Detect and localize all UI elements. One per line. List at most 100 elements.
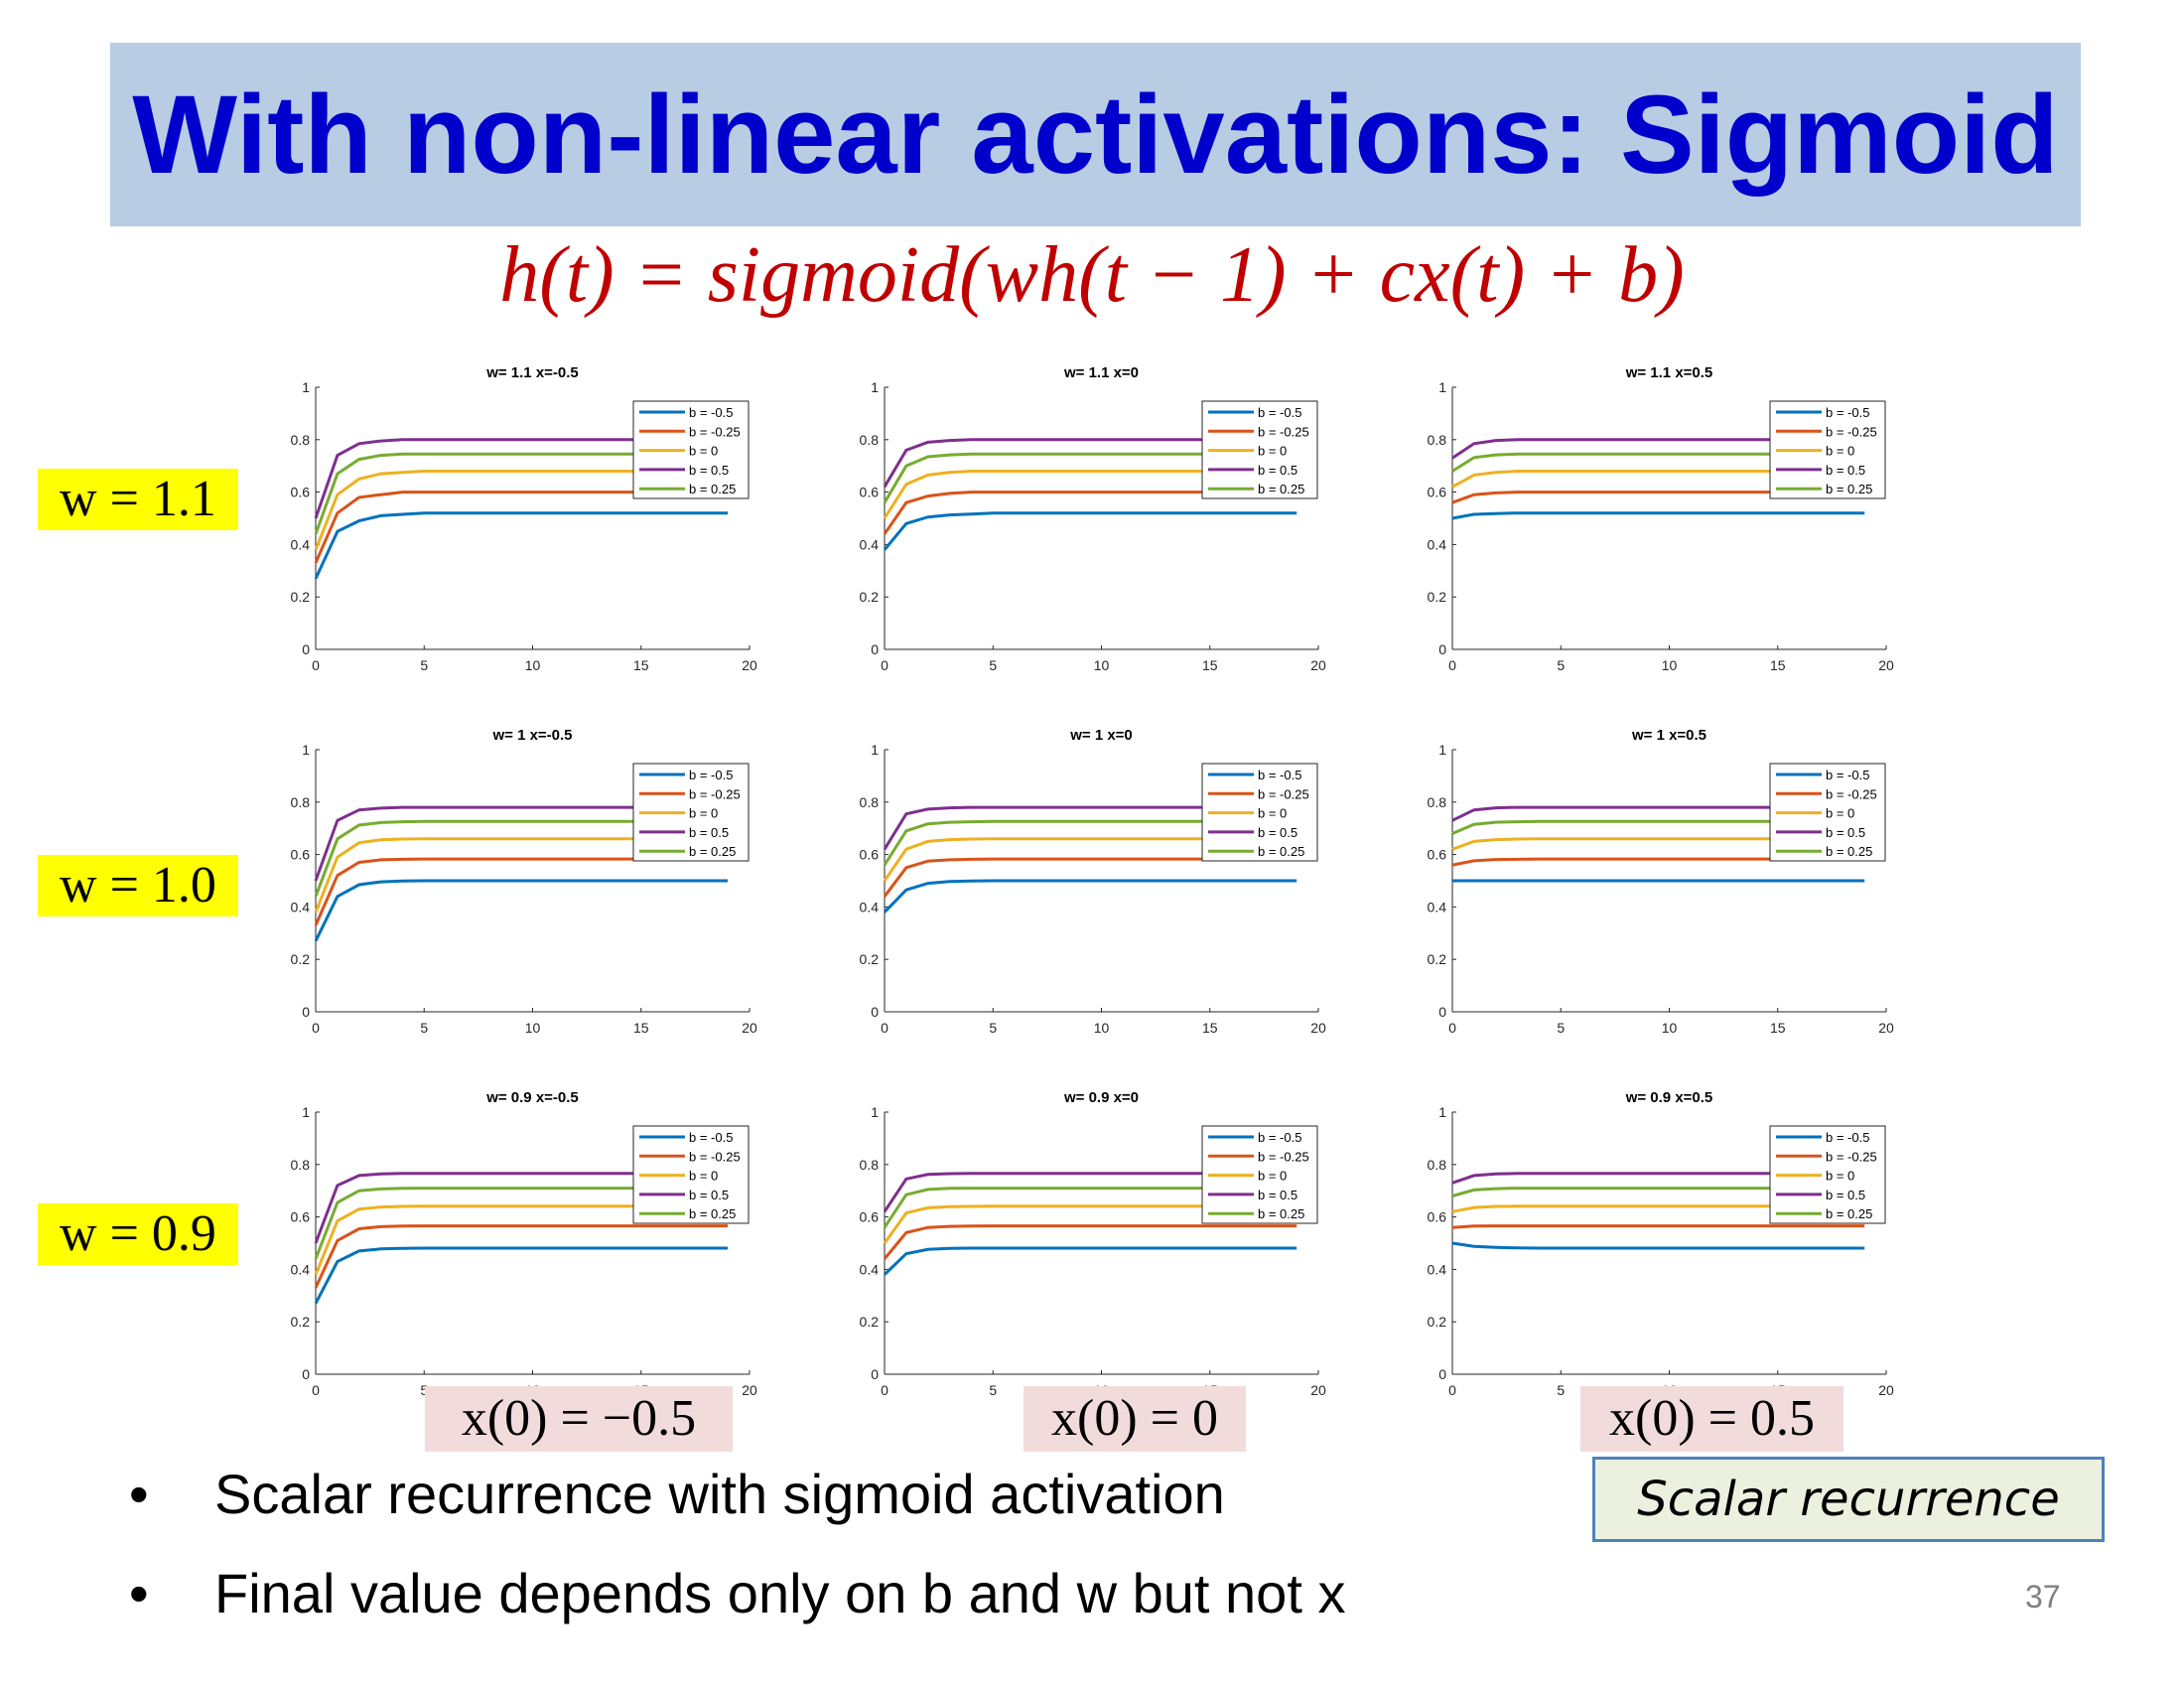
x-tick-label: 15 [1770,657,1786,673]
recurrence-equation: h(t) = sigmoid(wh(t − 1) + cx(t) + b) [499,231,1685,319]
w-label-0-9: w = 0.9 [38,1203,238,1265]
y-tick-label: 0.2 [1428,589,1447,605]
legend-label: b = 0.5 [689,825,729,840]
legend-label: b = 0.5 [1258,825,1297,840]
legend-label: b = 0.25 [689,1206,736,1221]
y-tick-label: 1 [871,742,879,758]
legend-label: b = 0 [689,444,718,459]
legend-label: b = 0 [1826,806,1854,821]
series-line [883,1246,1297,1276]
chart-title: w= 1 x=0.5 [1631,727,1706,744]
y-tick-label: 0.2 [860,589,880,605]
x-tick-label: 0 [881,657,888,673]
y-tick-label: 0.6 [291,485,311,500]
x-tick-label: 10 [525,1020,541,1036]
x-tick-label: 0 [1448,1020,1456,1036]
legend-label: b = 0 [1258,444,1287,459]
y-tick-label: 1 [302,1104,310,1120]
y-tick-label: 0.8 [860,432,880,448]
y-tick-label: 0 [871,1004,879,1020]
x-tick-label: 15 [633,657,649,673]
legend-label: b = 0.25 [1826,1206,1872,1221]
y-tick-label: 0.8 [291,1157,311,1173]
series-line [883,879,1297,914]
series-line [1451,511,1865,520]
y-tick-label: 0 [302,1004,310,1020]
legend-label: b = 0.5 [1258,463,1297,478]
chart-panel: w= 1.1 x=-0.5 0 5 10 15 20 0 0.2 0.4 0.6 0.8 1 b = -… [291,364,757,673]
legend-label: b = -0.25 [1258,424,1309,439]
y-tick-label: 0.2 [1428,1314,1447,1330]
legend-label: b = -0.5 [1258,1130,1301,1145]
y-tick-label: 0.6 [1428,485,1447,500]
chart-panel: w= 1.1 x=0.5 0 5 10 15 20 0 0.2 0.4 0.6 0.8 1 b = -0… [1428,364,1894,673]
y-tick-label: 0.2 [291,589,311,605]
y-tick-label: 0.6 [1428,847,1447,863]
y-tick-label: 0 [1438,1366,1446,1382]
legend-label: b = -0.5 [1258,405,1301,420]
legend-label: b = -0.25 [1258,1149,1309,1164]
x-tick-label: 5 [989,1382,997,1398]
legend-label: b = -0.25 [689,786,741,801]
bullet-dot: • [129,1463,149,1525]
chart-panel: w= 1.1 x=0 0 5 10 15 20 0 0.2 0.4 0.6 0.8 1 b = -0.5… [860,364,1326,673]
y-tick-label: 0.4 [291,536,311,552]
y-tick-label: 0.2 [860,1314,880,1330]
y-tick-label: 1 [871,379,879,395]
series-line [1451,1241,1865,1250]
y-tick-label: 1 [1438,742,1446,758]
y-tick-label: 0 [302,641,310,657]
legend-label: b = 0.5 [1258,1188,1297,1202]
legend-label: b = 0 [1258,1169,1287,1184]
y-tick-label: 0.8 [1428,1157,1447,1173]
x-tick-label: 20 [742,1382,757,1398]
y-tick-label: 0 [1438,641,1446,657]
y-tick-label: 0.4 [291,1261,311,1277]
chart-panel: w= 1 x=-0.5 0 5 10 15 20 0 0.2 0.4 0.6 0.8 1 b = -0.… [291,727,757,1036]
x-tick-label: 5 [1557,1020,1565,1036]
x-tick-label: 0 [881,1382,888,1398]
chart-title: w= 1.1 x=0 [1063,364,1139,381]
legend-label: b = -0.25 [1826,1149,1877,1164]
y-tick-label: 0.4 [1428,1261,1447,1277]
legend-label: b = -0.5 [1826,768,1869,782]
series-line [314,857,729,926]
legend-label: b = -0.25 [1258,786,1309,801]
y-tick-label: 0 [871,641,879,657]
x-tick-label: 10 [1094,1020,1110,1036]
legend-label: b = -0.5 [1258,768,1301,782]
x-tick-label: 5 [989,657,997,673]
y-tick-label: 0 [871,1366,879,1382]
chart-title: w= 0.9 x=0.5 [1625,1089,1713,1106]
y-tick-label: 0.6 [291,1209,311,1225]
legend-label: b = 0 [1826,444,1854,459]
x-tick-label: 20 [742,657,757,673]
y-tick-label: 1 [302,742,310,758]
series-line [883,1224,1297,1260]
x-tick-label: 0 [312,1020,320,1036]
legend-label: b = -0.5 [689,405,733,420]
chart-title: w= 1.1 x=0.5 [1625,364,1713,381]
x-label-pos: x(0) = 0.5 [1580,1386,1843,1452]
y-tick-label: 0.6 [860,847,880,863]
y-tick-label: 0.8 [1428,432,1447,448]
x-tick-label: 0 [1448,657,1456,673]
x-label-zero: x(0) = 0 [1024,1386,1246,1452]
x-label-neg: x(0) = −0.5 [425,1386,733,1452]
legend-label: b = 0 [689,806,718,821]
x-tick-label: 20 [1310,1382,1326,1398]
x-tick-label: 0 [312,1382,320,1398]
x-tick-label: 5 [989,1020,997,1036]
y-tick-label: 0.4 [860,536,880,552]
chart-panel: w= 1 x=0 0 5 10 15 20 0 0.2 0.4 0.6 0.8 1 b = -0.5 b … [860,727,1326,1036]
y-tick-label: 1 [1438,1104,1446,1120]
x-tick-label: 20 [1878,657,1894,673]
x-tick-label: 20 [1310,1020,1326,1036]
series-line [1451,1224,1865,1229]
legend-label: b = 0 [1826,1169,1854,1184]
legend-label: b = -0.25 [1826,786,1877,801]
